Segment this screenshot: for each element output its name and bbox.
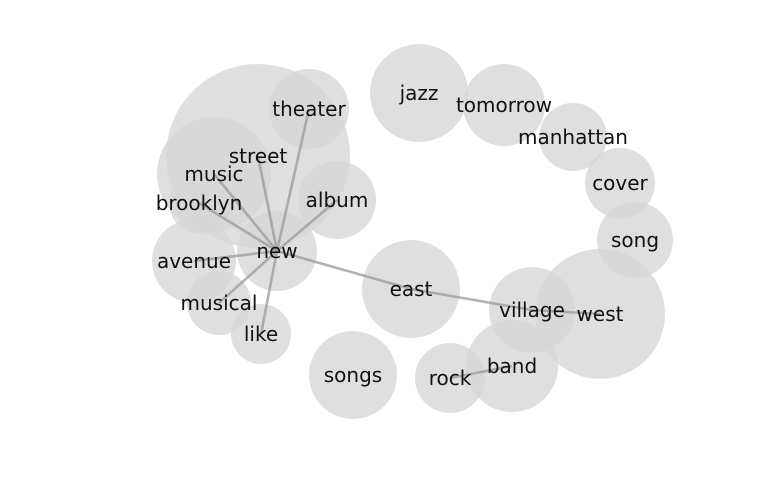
edge-new-brooklyn — [198, 201, 278, 253]
edge-new-music — [212, 173, 279, 252]
bubble-songs — [309, 331, 397, 419]
bubble-jazz — [370, 44, 468, 142]
edge-new-avenue — [193, 249, 278, 263]
label-cover: cover — [592, 171, 648, 195]
edge-new-like — [259, 250, 279, 335]
label-east: east — [390, 277, 433, 301]
edge-east-village — [410, 287, 533, 312]
edge-layer — [193, 108, 601, 380]
edge-new-street — [256, 155, 279, 252]
label-like: like — [244, 322, 278, 346]
label-west: west — [577, 302, 624, 326]
label-songs: songs — [324, 363, 382, 387]
label-avenue: avenue — [157, 249, 231, 273]
label-album: album — [306, 188, 369, 212]
label-music: music — [184, 162, 243, 186]
edge-new-musical — [218, 250, 278, 304]
label-musical: musical — [181, 291, 258, 315]
label-new: new — [256, 239, 297, 263]
label-manhattan: manhattan — [518, 125, 628, 149]
label-street: street — [229, 144, 288, 168]
edge-new-east — [276, 249, 412, 291]
label-brooklyn: brooklyn — [156, 191, 243, 215]
label-song: song — [611, 228, 659, 252]
label-band: band — [487, 354, 537, 378]
bubble-cover — [585, 148, 655, 218]
edge-new-album — [276, 199, 338, 252]
label-village: village — [499, 298, 565, 322]
edge-new-theater — [275, 108, 311, 252]
bubble-tomorrow — [463, 64, 545, 146]
bubble-manhattan — [539, 103, 607, 171]
label-tomorrow: tomorrow — [456, 93, 552, 117]
bubble-song — [597, 202, 673, 278]
edge-rock-band — [449, 364, 513, 380]
label-theater: theater — [272, 97, 346, 121]
label-rock: rock — [429, 366, 472, 390]
edge-village-west — [531, 308, 601, 316]
label-jazz: jazz — [399, 81, 439, 105]
